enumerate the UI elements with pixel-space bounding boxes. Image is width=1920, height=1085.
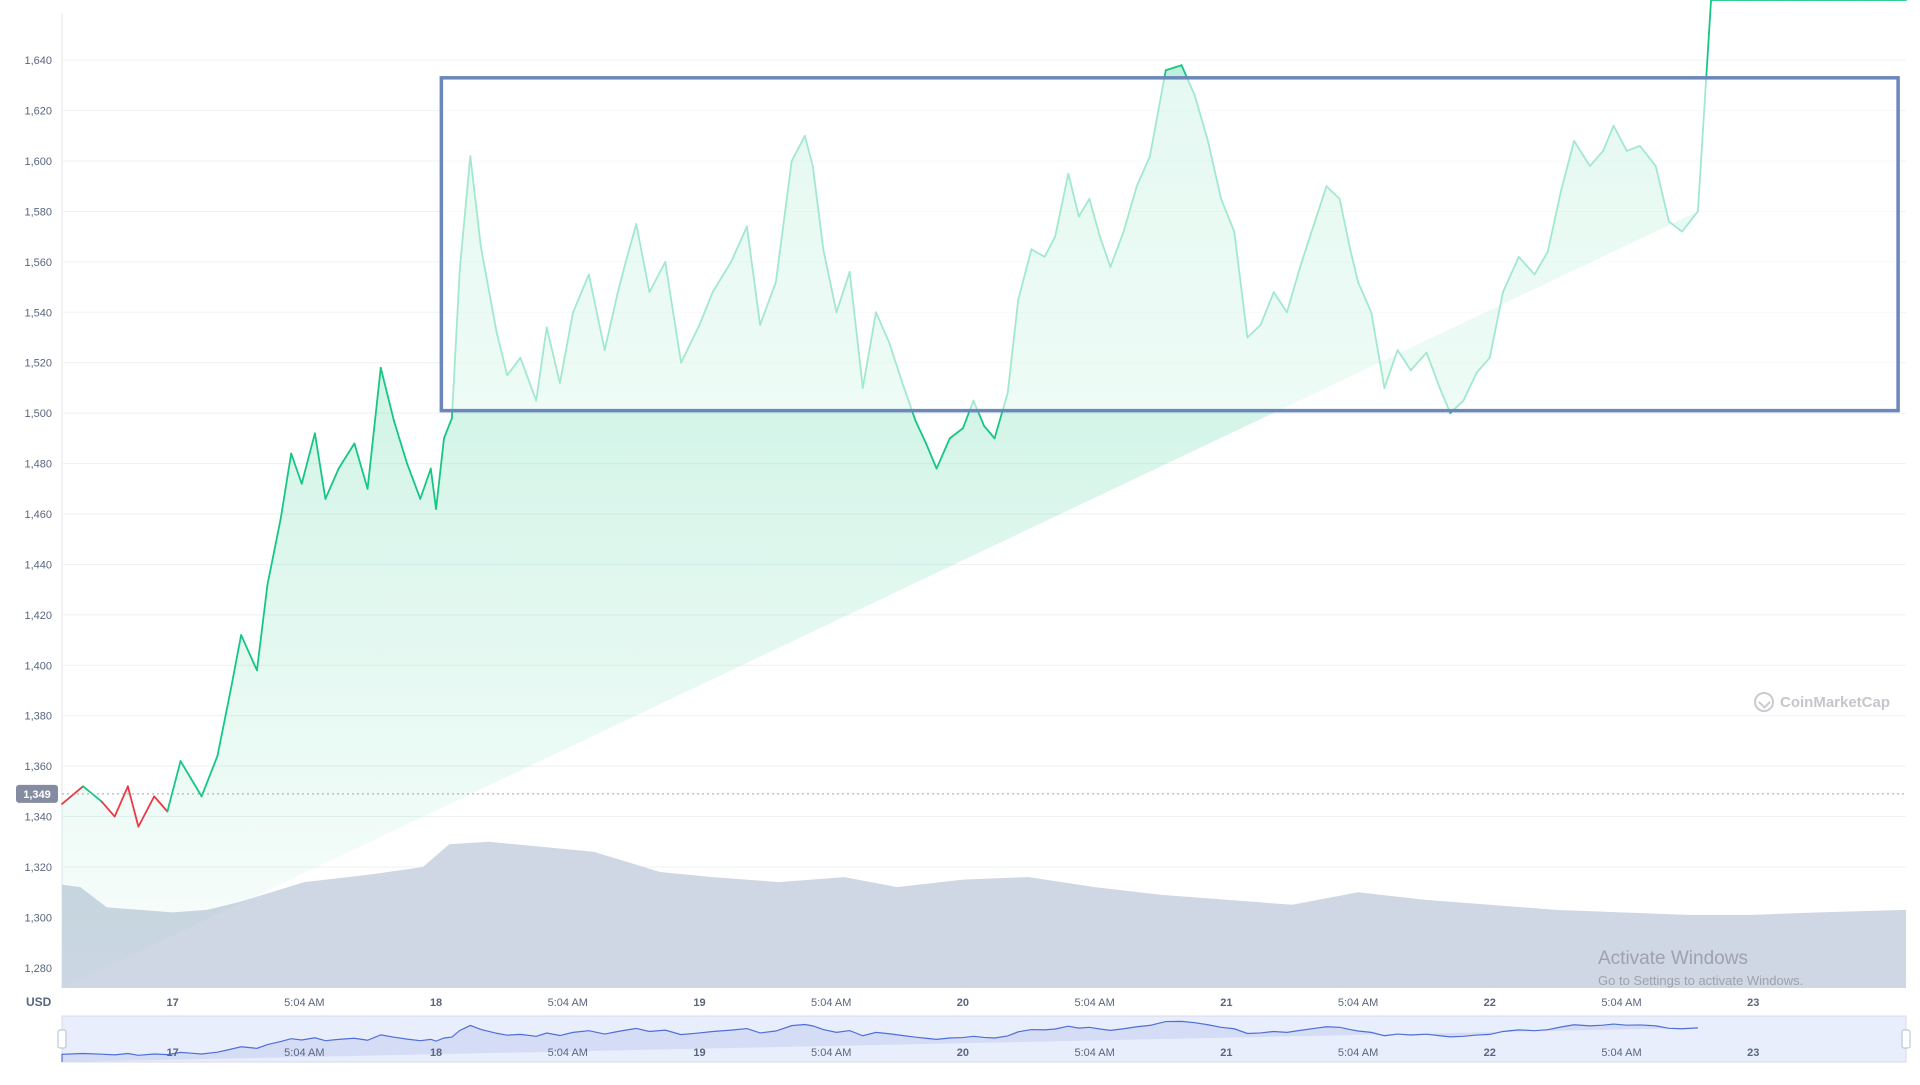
coinmarketcap-logo: CoinMarketCap [1754,692,1890,712]
activate-windows-title: Activate Windows [1598,948,1748,969]
highlight-box-overlay [441,77,1899,411]
y-tick-label: 1,500 [24,408,52,420]
price-line-segment [406,462,422,500]
activate-windows-subtitle: Go to Settings to activate Windows. [1598,973,1804,988]
navigator-series [61,1020,1698,1062]
navigator-tick-label: 18 [430,1047,442,1059]
price-line-segment [166,760,182,813]
volume-area [62,841,1906,988]
y-tick-label: 1,380 [24,711,52,723]
y-tick-label: 1,420 [24,610,52,622]
price-line-segment [100,800,116,818]
price-line-segment [126,785,140,828]
y-tick-label: 1,340 [24,812,52,824]
coinmarketcap-logo-icon [1754,692,1774,712]
navigator-tick-label: 5:04 AM [1074,1047,1114,1059]
navigator-tick-label: 17 [167,1047,179,1059]
price-line-segment [324,467,340,500]
x-tick-label: 5:04 AM [284,997,324,1009]
y-tick-label: 1,400 [24,660,52,672]
y-tick-label: 1,280 [24,963,52,975]
navigator-handle-left[interactable] [57,1029,67,1049]
price-line-segment [948,427,964,440]
y-tick-label: 1,480 [24,459,52,471]
x-tick-label: 5:04 AM [1074,997,1114,1009]
price-line-segment [300,432,316,485]
navigator-tick-label: 5:04 AM [284,1047,324,1059]
price-line-segment [419,467,432,500]
price-line-segment [379,366,395,422]
navigator-tick-label: 5:04 AM [1601,1047,1641,1059]
price-line-segment [366,366,382,490]
y-tick-label: 1,460 [24,509,52,521]
price-line-segment [137,795,156,828]
price-line-segment [113,785,129,818]
y-tick-label: 1,300 [24,912,52,924]
x-tick-label: 18 [430,997,442,1009]
price-line-segment [337,442,356,470]
y-tick-label: 1,600 [24,156,52,168]
navigator-tick-label: 5:04 AM [548,1047,588,1059]
navigator-tick-label: 19 [693,1047,705,1059]
current-price-tag-label: 1,349 [23,789,51,801]
price-line-segment [216,689,232,757]
price-line-segment [200,755,219,798]
navigator-tick-label: 23 [1747,1047,1759,1059]
price-line-segment [266,518,282,586]
y-tick-label: 1,520 [24,358,52,370]
price-line-segment [153,795,169,813]
y-tick-label: 1,560 [24,257,52,269]
coinmarketcap-logo-text: CoinMarketCap [1780,693,1891,711]
price-line-segment [435,437,445,510]
y-tick-label: 1,580 [24,206,52,218]
price-line-segment [1164,64,1183,72]
price-line-segment [925,442,938,470]
current-price-tag [16,784,58,803]
price-line-segment [935,437,951,470]
x-tick-label: 21 [1220,997,1232,1009]
price-line-segment [179,760,192,780]
price-line-segment [190,777,203,798]
y-tick-label: 1,640 [24,55,52,67]
price-line-segment [240,634,258,672]
x-tick-label: 20 [957,997,969,1009]
x-tick-label: 5:04 AM [1338,997,1378,1009]
y-tick-label: 1,540 [24,307,52,319]
navigator-tick-label: 5:04 AM [1338,1047,1378,1059]
y-tick-label: 1,360 [24,761,52,773]
price-line-segment [313,432,327,500]
price-line-segment [914,419,927,445]
navigator-tick-label: 5:04 AM [811,1047,851,1059]
x-tick-label: 5:04 AM [1601,997,1641,1009]
navigator-tick-label: 21 [1220,1047,1232,1059]
price-line-segment [229,634,243,692]
price-line-segment [353,442,369,490]
highlight-box [439,76,1900,413]
x-tick-label: 17 [167,997,179,1009]
price-line-segment [983,424,996,440]
price-line-segment [61,785,84,805]
navigator-tick-label: 20 [957,1047,969,1059]
y-tick-label: 1,440 [24,559,52,571]
x-tick-label: 5:04 AM [548,997,588,1009]
x-tick-label: 5:04 AM [811,997,851,1009]
navigator-handle-right[interactable] [1901,1029,1911,1049]
activate-windows-watermark: Activate Windows Go to Settings to activ… [1598,948,1803,988]
price-line-segment [393,419,408,465]
x-tick-label: 22 [1484,997,1496,1009]
currency-label: USD [26,995,52,1009]
y-tick-label: 1,620 [24,106,52,118]
price-line-segment [290,452,303,485]
x-tick-label: 19 [693,997,705,1009]
y-tick-label: 1,320 [24,862,52,874]
price-line-segment [279,452,293,520]
navigator-tick-label: 22 [1484,1047,1496,1059]
price-line-segment [429,467,437,510]
price-line-segment [256,583,269,672]
x-tick-label: 23 [1747,997,1759,1009]
price-line-segment [443,417,453,440]
